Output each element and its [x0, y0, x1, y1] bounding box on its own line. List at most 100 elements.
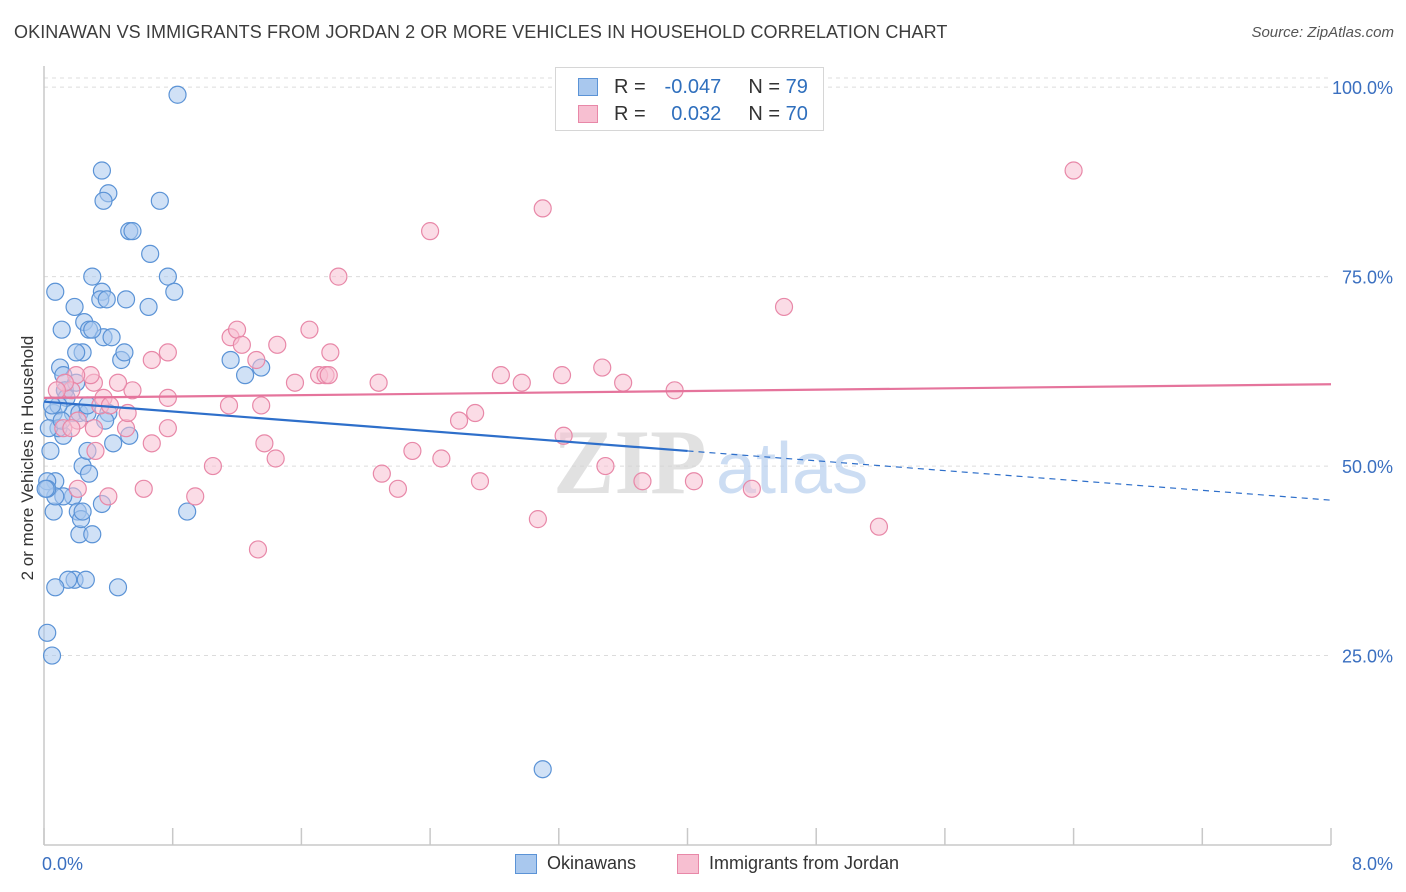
okinawan-trend-line [43, 400, 688, 453]
r-label: R = [614, 76, 646, 98]
jordan-point [158, 419, 177, 438]
r-label: R = [614, 103, 646, 125]
correlation-legend: R = -0.047 N = 79 R = 0.032 N = 70 [555, 67, 824, 131]
jordan-point [633, 472, 652, 491]
okinawan-point [102, 328, 121, 347]
r-value: -0.047 [664, 76, 722, 98]
jordan-point [593, 358, 612, 377]
jordan-point [142, 434, 161, 453]
jordan-point [684, 472, 704, 491]
legend-stats-jordan: R = 0.032 N = 70 [614, 103, 808, 126]
jordan-point [372, 464, 391, 483]
okinawan-point [168, 85, 187, 104]
jordan-point [219, 396, 239, 415]
jordan-point [268, 335, 287, 354]
okinawan-point [42, 646, 62, 665]
jordan-point [319, 366, 338, 385]
x-tick-label: 8.0% [1352, 854, 1393, 874]
jordan-point [203, 456, 223, 476]
okinawan-point [116, 290, 136, 309]
okinawan-trend-extension [687, 450, 1332, 501]
jordan-point [432, 449, 451, 468]
okinawan-point [178, 502, 197, 521]
okinawan-point [79, 464, 99, 483]
jordan-point [466, 403, 485, 423]
blue-swatch-icon [578, 78, 598, 96]
jordan-point [491, 366, 510, 385]
pink-swatch-icon [578, 105, 598, 123]
okinawan-point [38, 623, 57, 642]
jordan-point [248, 540, 268, 559]
n-value: 70 [785, 103, 808, 125]
okinawan-point [46, 282, 65, 301]
jordan-point [108, 373, 128, 392]
jordan-point [449, 411, 469, 430]
okinawan-point [97, 290, 116, 309]
chart-title: OKINAWAN VS IMMIGRANTS FROM JORDAN 2 OR … [14, 22, 948, 42]
jordan-point [552, 366, 572, 385]
okinawan-point [235, 366, 255, 385]
r-value: 0.032 [671, 103, 722, 125]
x-tick-label: 0.0% [42, 854, 83, 874]
jordan-point [528, 510, 547, 529]
jordan-point [512, 373, 531, 392]
jordan-point [388, 479, 408, 498]
legend-stats-okinawans: R = -0.047 N = 79 [614, 76, 808, 99]
okinawan-point [123, 222, 142, 241]
y-tick-label: 50.0% [1342, 457, 1393, 477]
okinawan-point [221, 350, 240, 370]
jordan-point [869, 517, 889, 536]
okinawan-point [83, 267, 102, 286]
okinawan-point [92, 161, 112, 180]
jordan-point [186, 487, 205, 506]
jordan-point [142, 350, 161, 370]
blue-swatch-icon [515, 854, 537, 874]
okinawan-point [76, 570, 95, 589]
jordan-point [99, 487, 118, 506]
jordan-point [596, 456, 615, 476]
watermark-atlas: atlas [716, 429, 868, 509]
jordan-point [158, 388, 177, 407]
jordan-point [62, 419, 81, 438]
okinawan-point [42, 396, 62, 415]
okinawan-point [104, 434, 123, 453]
jordan-point [123, 381, 142, 400]
okinawan-point [83, 320, 102, 339]
jordan-point [1064, 161, 1083, 180]
okinawan-point [115, 343, 134, 362]
n-label: N = [748, 76, 781, 98]
okinawan-point [65, 297, 84, 317]
okinawan-point [533, 760, 552, 779]
okinawan-point [52, 320, 71, 339]
jordan-point [158, 343, 177, 362]
jordan-point [68, 479, 87, 498]
legend-label: Okinawans [547, 853, 637, 873]
okinawan-point [36, 479, 55, 498]
jordan-point [47, 381, 66, 400]
okinawan-point [41, 441, 60, 461]
okinawan-point [46, 578, 65, 597]
jordan-point [247, 350, 266, 370]
jordan-point [742, 479, 761, 498]
jordan-point [774, 297, 794, 317]
okinawan-point [73, 502, 92, 521]
source-label: Source: ZipAtlas.com [1251, 24, 1394, 41]
okinawan-point [141, 244, 160, 263]
jordan-point [252, 396, 271, 415]
jordan-point [134, 479, 153, 498]
legend-label: Immigrants from Jordan [709, 853, 900, 873]
jordan-trend-line [43, 383, 1332, 399]
jordan-point [84, 419, 103, 438]
okinawan-point [150, 191, 169, 210]
watermark-zip: ZIP [553, 411, 706, 513]
y-tick-label: 25.0% [1342, 647, 1393, 667]
jordan-point [300, 320, 319, 339]
y-tick-label: 75.0% [1342, 268, 1393, 288]
okinawan-point [94, 191, 113, 210]
okinawan-point [165, 282, 184, 301]
jordan-point [321, 343, 340, 362]
jordan-point [255, 434, 274, 453]
jordan-point [227, 320, 247, 339]
okinawan-point [108, 578, 128, 597]
